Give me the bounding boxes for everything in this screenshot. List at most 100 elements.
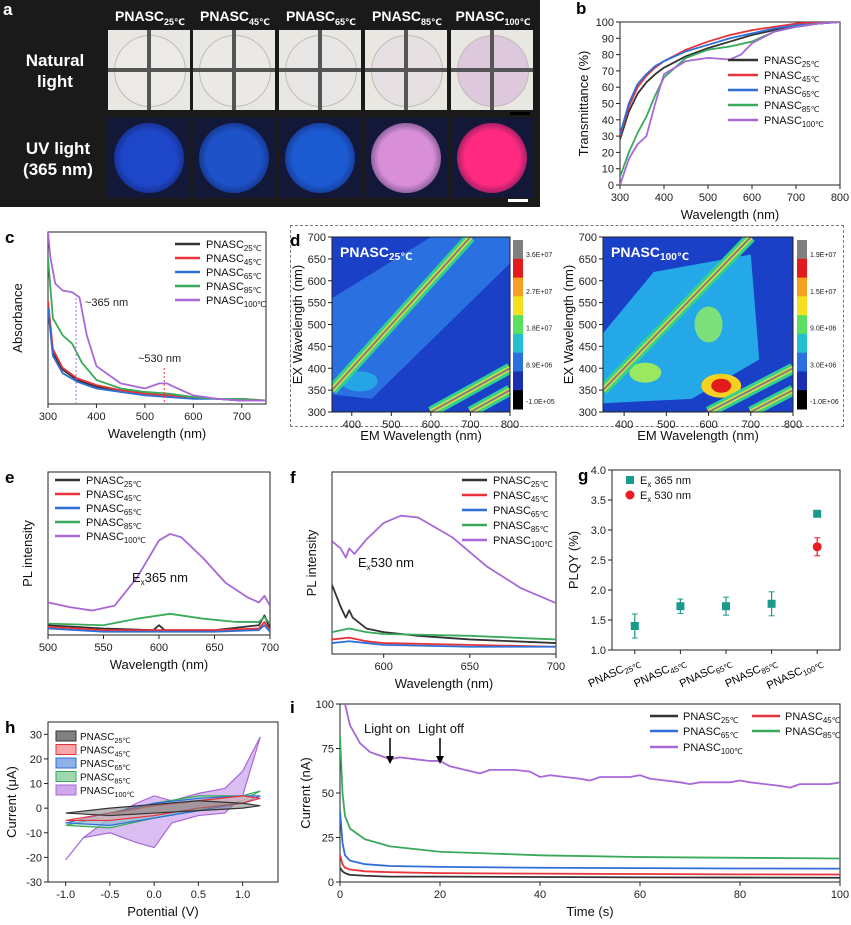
- y-axis-label: Current (μA): [4, 766, 19, 838]
- x-axis-label: Wavelength (nm): [110, 657, 209, 672]
- x-tick-label: 700: [233, 411, 251, 423]
- colorbar-segment: [797, 258, 807, 279]
- colorbar-segment: [513, 240, 523, 260]
- x-axis-label: Wavelength (nm): [681, 207, 780, 222]
- photo-natural-light: [365, 30, 447, 110]
- annotation-label: Ex365 nm: [132, 570, 188, 587]
- legend-entry: PNASC85℃: [764, 100, 820, 114]
- colorbar-segment: [513, 352, 523, 372]
- y-tick-label: 1.5: [591, 615, 606, 627]
- x-tick-label: -0.5: [100, 889, 119, 901]
- x-tick-label: 500: [657, 419, 675, 431]
- heatmap-region: [332, 237, 510, 399]
- y-tick-label: 20: [30, 754, 42, 766]
- scale-bar-uv: [508, 199, 528, 202]
- x-tick-label: 600: [422, 419, 440, 431]
- y-tick-label: 30: [30, 729, 42, 741]
- photo-column-header: PNASC85℃: [372, 8, 442, 27]
- legend-entry: PNASC65℃: [764, 85, 820, 99]
- heatmap-layers: [332, 237, 510, 412]
- series-line: [340, 736, 840, 860]
- x-tick-label: 500: [699, 192, 717, 204]
- panel-label-i: i: [290, 698, 295, 717]
- panel-label-h: h: [5, 718, 15, 737]
- y-tick-label: 350: [579, 385, 597, 397]
- annotation-arrowhead: [386, 756, 394, 764]
- colorbar-label: 1.5E+07: [810, 289, 836, 296]
- x-tick-label: 650: [461, 661, 479, 673]
- x-tick-label: 800: [784, 419, 802, 431]
- x-tick-label: 600: [184, 411, 202, 423]
- y-tick-label: 75: [322, 744, 334, 756]
- y-tick-label: 100: [596, 17, 614, 29]
- y-tick-label: 700: [579, 232, 597, 244]
- y-axis-label: EX Wavelength (nm): [561, 265, 576, 384]
- x-tick-label: 800: [831, 192, 849, 204]
- y-tick-label: 450: [579, 341, 597, 353]
- panel-label-c: c: [5, 228, 14, 247]
- y-tick-label: 80: [602, 50, 614, 62]
- y-axis-label: PLQY (%): [566, 531, 581, 589]
- plot-frame: [47, 231, 267, 405]
- series-line: [340, 855, 840, 876]
- series-line: [48, 533, 270, 612]
- legend-entry: PNASC25℃: [80, 732, 131, 745]
- x-tick-label: -1.0: [56, 889, 75, 901]
- colorbar-segment: [513, 390, 523, 410]
- photo-natural-light: [279, 30, 361, 110]
- legend-swatch: [626, 476, 634, 484]
- legend-entry: PNASC25℃: [683, 711, 739, 725]
- scale-bar-natural: [510, 112, 530, 115]
- legend-entry: PNASC45℃: [785, 711, 841, 725]
- heatmap-layers: [603, 237, 793, 412]
- data-point: [630, 622, 639, 630]
- series-line: [332, 584, 556, 644]
- legend-entry: PNASC100℃: [764, 115, 824, 129]
- y-tick-label: 300: [579, 407, 597, 419]
- series-line: [332, 627, 556, 641]
- y-axis-label: PL intensity: [20, 520, 35, 587]
- y-tick-label: 70: [602, 66, 614, 78]
- x-axis-label: EM Wavelength (nm): [637, 428, 759, 443]
- legend-entry: PNASC25℃: [764, 55, 820, 69]
- cv-loop: [65, 736, 261, 861]
- plot-frame: [331, 471, 557, 655]
- y-tick-label: 500: [579, 320, 597, 332]
- photo-uv-light: [279, 118, 361, 198]
- y-tick-label: 3.5: [591, 495, 606, 507]
- x-tick-label: 600: [743, 192, 761, 204]
- legend-entry: PNASC100℃: [493, 535, 553, 549]
- colorbar-label: 3.6E+07: [526, 252, 552, 259]
- legend-entry: Ex 365 nm: [640, 475, 691, 489]
- x-axis-label: EM Wavelength (nm): [360, 428, 482, 443]
- row-label-natural: Natural light: [25, 51, 85, 91]
- x-tick-label: 700: [787, 192, 805, 204]
- photo-uv-light: [451, 118, 533, 198]
- scatter-band: [430, 367, 510, 412]
- series-line: [340, 810, 840, 870]
- y-tick-label: 50: [602, 99, 614, 111]
- x-tick-label: 80: [734, 889, 746, 901]
- data-point: [767, 599, 776, 608]
- x-tick-label: 400: [615, 419, 633, 431]
- legend-swatch: [55, 744, 77, 755]
- heatmap-region: [711, 378, 732, 393]
- colorbar-segment: [797, 371, 807, 391]
- series-line: [48, 624, 270, 633]
- colorbar-segment: [797, 390, 807, 410]
- legend-swatch: [55, 784, 77, 796]
- data-point: [813, 509, 822, 518]
- legend-entry: PNASC85℃: [80, 773, 131, 786]
- y-tick-label: 600: [308, 276, 326, 288]
- y-tick-label: 10: [602, 164, 614, 176]
- y-tick-label: 90: [602, 33, 614, 45]
- scatter-band: [469, 389, 510, 412]
- x-tick-label: 700: [742, 419, 760, 431]
- y-tick-label: 0: [608, 180, 614, 192]
- y-tick-label: 4.0: [591, 465, 606, 477]
- x-axis-label: Wavelength (nm): [108, 426, 207, 441]
- legend-entry: PNASC100℃: [86, 531, 146, 545]
- series-line: [332, 514, 556, 604]
- colorbar-label: 1.8E+07: [526, 326, 552, 333]
